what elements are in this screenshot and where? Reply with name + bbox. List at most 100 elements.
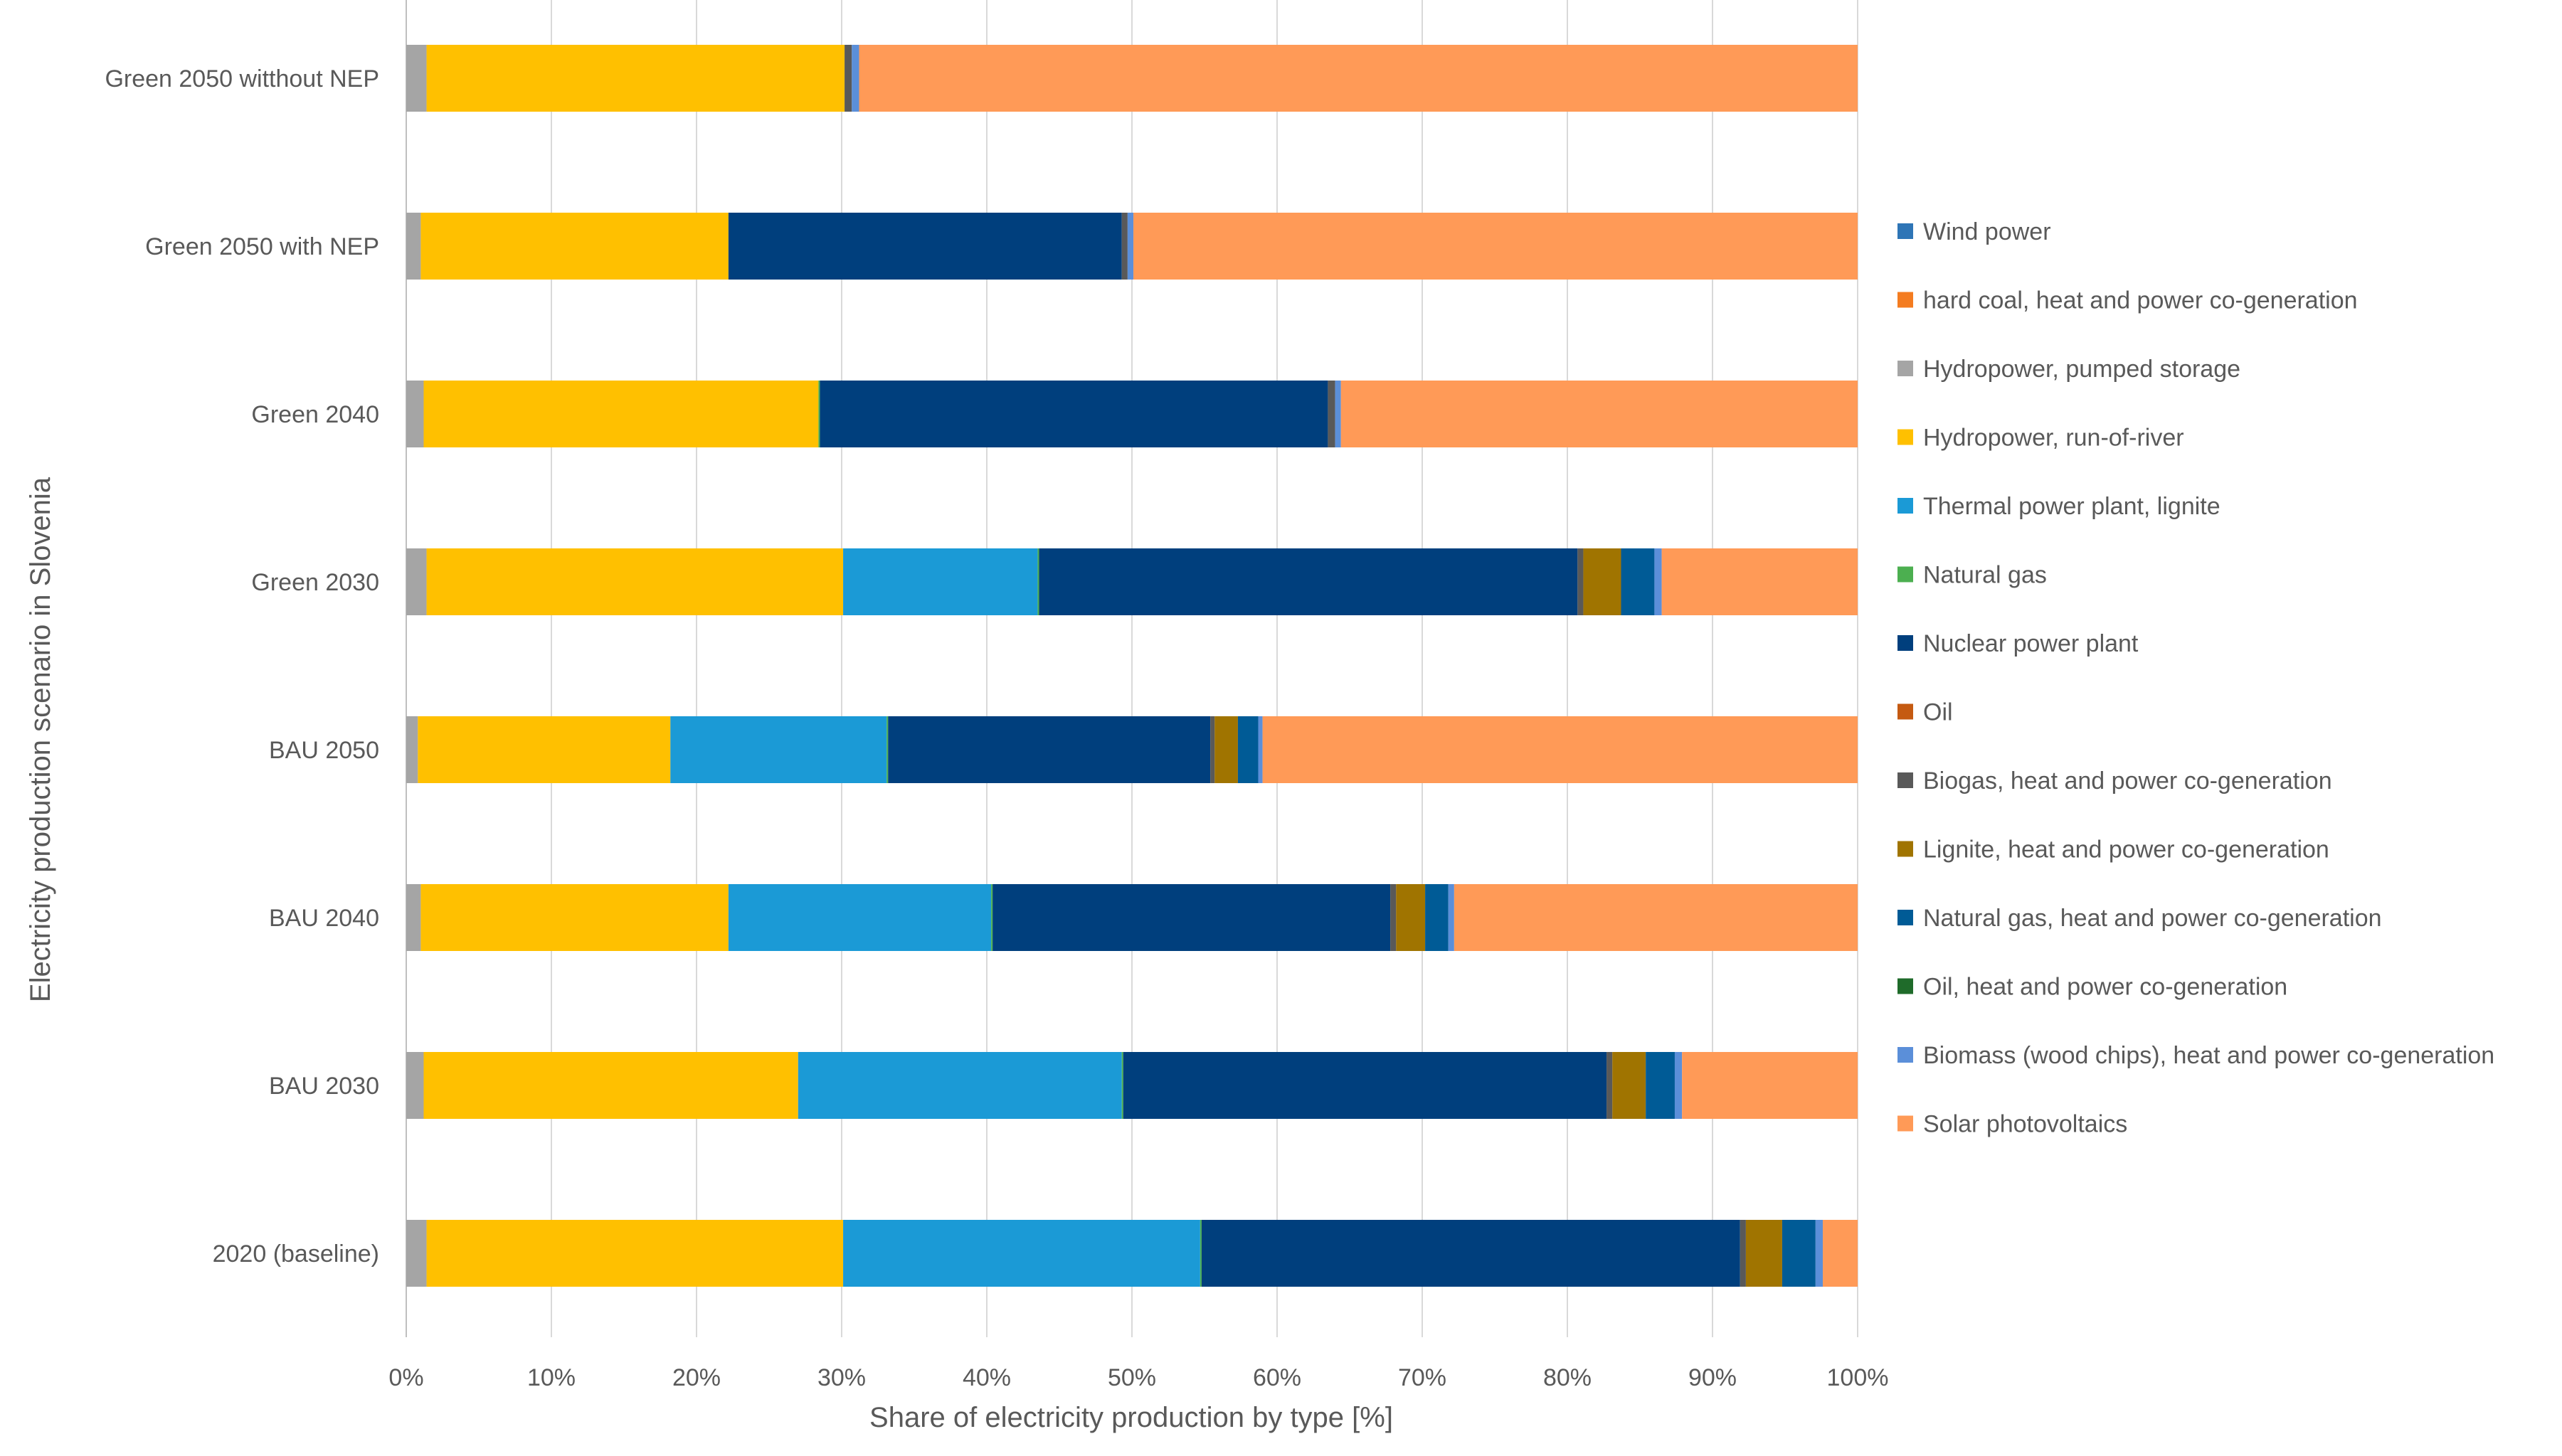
bar-segment [1654,548,1662,615]
bar-segment [888,716,1211,783]
x-tick-label: 70% [1398,1364,1446,1391]
legend-item: Natural gas [1897,562,2047,589]
bar-segment [1448,884,1454,951]
legend-item: Biomass (wood chips), heat and power co-… [1897,1042,2494,1069]
bar-group [406,45,1858,112]
legend-swatch [1897,841,1913,857]
y-axis-title: Electricity production scenario in Slove… [25,477,56,1002]
bar-segment [1577,548,1584,615]
bar-segment [1328,381,1335,447]
bar-segment [886,716,889,783]
x-tick-label: 100% [1827,1364,1889,1391]
x-tick-label: 90% [1688,1364,1737,1391]
x-tick-label: 20% [672,1364,721,1391]
legend: Wind power hard coal, heat and power co-g… [1897,218,2494,1138]
bar-segment [1606,1052,1613,1119]
bar-segment [820,381,1328,447]
x-tick-label: 40% [963,1364,1011,1391]
x-tick-label: 10% [527,1364,576,1391]
legend-label: Oil [1923,699,1953,726]
legend-label: Biomass (wood chips), heat and power co-… [1923,1042,2494,1069]
category-label: BAU 2030 [269,1073,379,1100]
legend-item: Solar photovoltaics [1897,1111,2127,1138]
bar-segment [426,1220,844,1287]
bar-segment [1454,884,1858,951]
category-label: Green 2050 witthout NEP [105,65,379,92]
bar-segment [426,548,844,615]
bar-group [406,716,1858,783]
bar-segment [1200,1220,1202,1287]
legend-item: Oil [1897,699,1953,726]
bar-segment [1674,1052,1683,1119]
legend-label: hard coal, heat and power co-generation [1923,287,2358,314]
bar-segment [843,548,1038,615]
bar-segment [1740,1220,1746,1287]
bar-segment [1612,1052,1646,1119]
legend-swatch [1897,772,1913,788]
gridlines [406,0,1858,1337]
legend-swatch [1897,292,1913,308]
bar-segment [423,1052,798,1119]
bar-segment [852,45,859,112]
bar-segment [843,1220,1200,1287]
legend-label: Nuclear power plant [1923,630,2139,657]
bar-segment [418,716,671,783]
legend-item: Lignite, heat and power co-generation [1897,836,2329,863]
legend-label: Wind power [1923,218,2051,245]
legend-item: Thermal power plant, lignite [1897,493,2220,520]
bar-segment [1262,716,1858,783]
bar-group [406,548,1858,615]
legend-label: Oil, heat and power co-generation [1923,974,2287,1001]
bar-segment [1621,548,1655,615]
x-tick-label: 0% [388,1364,423,1391]
bar-segment [1390,884,1397,951]
bar-segment [728,213,1122,280]
bar-segment [423,381,819,447]
legend-label: Hydropower, pumped storage [1923,356,2240,383]
legend-item: Hydropower, run-of-river [1897,425,2184,452]
legend-swatch [1897,1115,1913,1132]
bar-segment [1425,884,1449,951]
bar-segment [420,213,729,280]
bar-segment [1037,548,1039,615]
bar-segment [1646,1052,1675,1119]
legend-swatch [1897,429,1913,445]
x-tick-label: 80% [1543,1364,1592,1391]
bar-segment [426,45,845,112]
bar-segment [1335,381,1341,447]
category-labels: 2020 (baseline) BAU 2030 BAU 2040 BAU 2050 G… [105,65,379,1268]
bar-segment [1661,548,1858,615]
legend-label: Natural gas [1923,562,2047,589]
x-tick-labels: 0% 10% 20% 30% 40% 50% 60% 70% 80% 90% 100% [388,1364,1888,1391]
bar-segment [1583,548,1621,615]
legend-label: Biogas, heat and power co-generation [1923,767,2332,795]
bar-segment [1258,716,1263,783]
legend-swatch [1897,223,1913,239]
legend-item: hard coal, heat and power co-generation [1897,287,2358,314]
legend-swatch [1897,635,1913,651]
bar-group [406,1052,1858,1119]
legend-label: Solar photovoltaics [1923,1111,2127,1138]
x-axis-title: Share of electricity production by type … [869,1402,1393,1433]
bar-segment [1340,381,1858,447]
legend-label: Lignite, heat and power co-generation [1923,836,2329,863]
bar-segment [406,716,418,783]
bar-segment [406,884,421,951]
bar-segment [406,1220,427,1287]
legend-swatch [1897,566,1913,583]
bar-segment [1201,1220,1740,1287]
bar-segment [1815,1220,1823,1287]
category-label: Green 2030 [251,569,379,596]
bar-segment [406,1052,424,1119]
bar-segment [859,45,1858,112]
category-label: Green 2040 [251,401,379,428]
bar-segment [1214,716,1238,783]
bar-segment [728,884,992,951]
bar-segment [420,884,729,951]
bar-group [406,1220,1858,1287]
bar-segment [670,716,887,783]
bar-segment [1123,1052,1607,1119]
bars [406,45,1858,1287]
legend-swatch [1897,703,1913,720]
